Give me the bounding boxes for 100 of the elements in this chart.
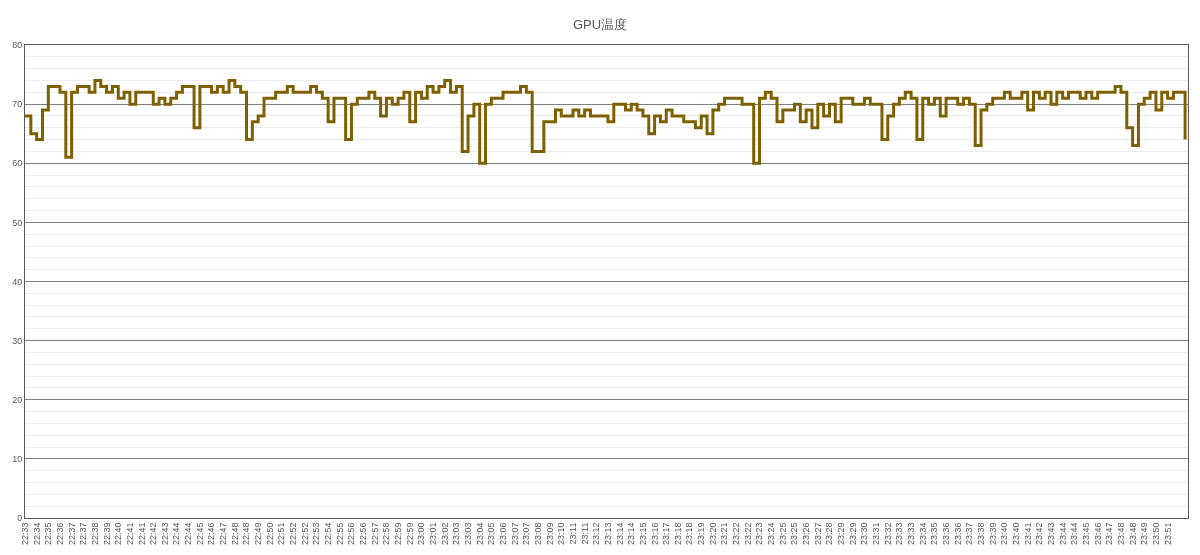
x-tick-label: 23:07 bbox=[521, 522, 532, 546]
x-tick-label: 23:05 bbox=[486, 522, 497, 546]
x-tick-label: 23:33 bbox=[894, 522, 905, 546]
x-tick-label: 23:21 bbox=[719, 522, 730, 546]
x-tick-label: 23:38 bbox=[975, 522, 986, 546]
x-tick-label: 23:32 bbox=[882, 522, 893, 546]
x-tick-label: 23:01 bbox=[427, 522, 438, 546]
x-tick-label: 23:16 bbox=[649, 522, 660, 546]
x-tick-label: 23:00 bbox=[416, 522, 427, 546]
x-tick-label: 23:08 bbox=[532, 522, 543, 546]
x-tick-label: 23:07 bbox=[509, 522, 520, 546]
x-tick-label: 23:14 bbox=[614, 522, 625, 546]
x-tick-label: 23:42 bbox=[1034, 522, 1045, 546]
x-tick-label: 22:39 bbox=[101, 522, 112, 546]
x-tick-label: 22:46 bbox=[206, 522, 217, 546]
chart-title: GPU温度 bbox=[572, 16, 628, 32]
x-tick-label: 23:40 bbox=[999, 522, 1010, 546]
x-tick-label: 22:42 bbox=[148, 522, 159, 546]
x-tick-label: 22:48 bbox=[241, 522, 252, 546]
x-tick-label: 23:45 bbox=[1080, 522, 1091, 546]
x-tick-label: 23:18 bbox=[672, 522, 683, 546]
x-tick-label: 22:37 bbox=[66, 522, 77, 546]
x-tick-label: 23:27 bbox=[812, 522, 823, 546]
x-tick-label: 23:25 bbox=[777, 522, 788, 546]
x-tick-label: 22:47 bbox=[218, 522, 229, 546]
x-tick-label: 22:55 bbox=[334, 522, 345, 546]
x-tick-label: 23:04 bbox=[474, 522, 485, 546]
x-tick-label: 22:51 bbox=[276, 522, 287, 546]
x-tick-label: 23:31 bbox=[871, 522, 882, 546]
x-tick-label: 23:22 bbox=[742, 522, 753, 546]
x-tick-label: 22:48 bbox=[229, 522, 240, 546]
x-tick-label: 23:22 bbox=[731, 522, 742, 546]
x-tick-label: 23:35 bbox=[929, 522, 940, 546]
x-tick-label: 23:28 bbox=[824, 522, 835, 546]
x-tick-label: 23:24 bbox=[766, 522, 777, 546]
x-tick-label: 23:33 bbox=[906, 522, 917, 546]
x-tick-label: 23:19 bbox=[696, 522, 707, 546]
x-tick-label: 23:48 bbox=[1127, 522, 1138, 546]
y-tick-label: 20 bbox=[12, 394, 23, 405]
x-tick-label: 22:56 bbox=[358, 522, 369, 546]
y-tick-label: 70 bbox=[12, 99, 23, 110]
y-tick-label: 40 bbox=[12, 276, 23, 287]
x-tick-label: 23:15 bbox=[637, 522, 648, 546]
x-tick-label: 23:44 bbox=[1057, 522, 1068, 546]
x-tick-label: 22:52 bbox=[288, 522, 299, 546]
x-tick-label: 22:44 bbox=[183, 522, 194, 546]
x-tick-label: 23:30 bbox=[859, 522, 870, 546]
x-tick-label: 23:23 bbox=[754, 522, 765, 546]
x-tick-label: 22:58 bbox=[381, 522, 392, 546]
x-tick-label: 22:54 bbox=[323, 522, 334, 546]
y-tick-label: 80 bbox=[12, 40, 23, 51]
x-tick-label: 23:50 bbox=[1150, 522, 1161, 546]
x-tick-label: 23:14 bbox=[626, 522, 637, 546]
x-tick-label: 23:10 bbox=[556, 522, 567, 546]
x-tick-label: 23:46 bbox=[1092, 522, 1103, 546]
x-tick-label: 23:11 bbox=[579, 522, 590, 545]
x-tick-label: 22:34 bbox=[31, 522, 42, 546]
y-tick-label: 50 bbox=[12, 217, 23, 228]
x-tick-label: 23:36 bbox=[940, 522, 951, 546]
x-tick-label: 23:51 bbox=[1162, 522, 1173, 546]
x-tick-label: 22:52 bbox=[299, 522, 310, 546]
x-tick-label: 23:37 bbox=[964, 522, 975, 546]
x-tick-label: 23:13 bbox=[602, 522, 613, 546]
x-tick-label: 23:36 bbox=[952, 522, 963, 546]
x-tick-label: 23:11 bbox=[567, 522, 578, 545]
x-tick-label: 22:36 bbox=[54, 522, 65, 546]
x-tick-label: 23:18 bbox=[684, 522, 695, 546]
x-tick-label: 22:45 bbox=[194, 522, 205, 546]
x-tick-label: 23:06 bbox=[497, 522, 508, 546]
x-tick-label: 22:50 bbox=[264, 522, 275, 546]
x-tick-label: 22:40 bbox=[113, 522, 124, 546]
x-tick-label: 23:26 bbox=[801, 522, 812, 546]
x-tick-label: 23:20 bbox=[707, 522, 718, 546]
x-tick-label: 22:59 bbox=[393, 522, 404, 546]
x-tick-label: 23:41 bbox=[1022, 522, 1033, 546]
y-tick-label: 30 bbox=[12, 335, 23, 346]
x-tick-label: 22:53 bbox=[311, 522, 322, 546]
x-tick-label: 23:03 bbox=[462, 522, 473, 546]
x-tick-label: 23:29 bbox=[836, 522, 847, 546]
x-tick-label: 23:39 bbox=[987, 522, 998, 546]
x-tick-label: 23:12 bbox=[591, 522, 602, 546]
x-tick-label: 23:43 bbox=[1045, 522, 1056, 546]
x-tick-label: 22:43 bbox=[159, 522, 170, 546]
x-tick-label: 22:59 bbox=[404, 522, 415, 546]
x-tick-label: 22:44 bbox=[171, 522, 182, 546]
x-tick-label: 22:37 bbox=[78, 522, 89, 546]
x-tick-label: 23:02 bbox=[439, 522, 450, 546]
x-tick-label: 22:41 bbox=[124, 522, 135, 546]
x-tick-label: 23:09 bbox=[544, 522, 555, 546]
x-tick-label: 23:48 bbox=[1115, 522, 1126, 546]
x-tick-label: 23:34 bbox=[917, 522, 928, 546]
x-tick-label: 23:29 bbox=[847, 522, 858, 546]
x-tick-label: 22:33 bbox=[19, 522, 30, 546]
x-tick-label: 23:03 bbox=[451, 522, 462, 546]
x-tick-label: 23:25 bbox=[789, 522, 800, 546]
x-tick-label: 22:57 bbox=[369, 522, 380, 546]
x-tick-label: 22:41 bbox=[136, 522, 147, 546]
x-tick-label: 22:38 bbox=[89, 522, 100, 546]
x-tick-label: 23:40 bbox=[1010, 522, 1021, 546]
x-tick-label: 22:56 bbox=[346, 522, 357, 546]
